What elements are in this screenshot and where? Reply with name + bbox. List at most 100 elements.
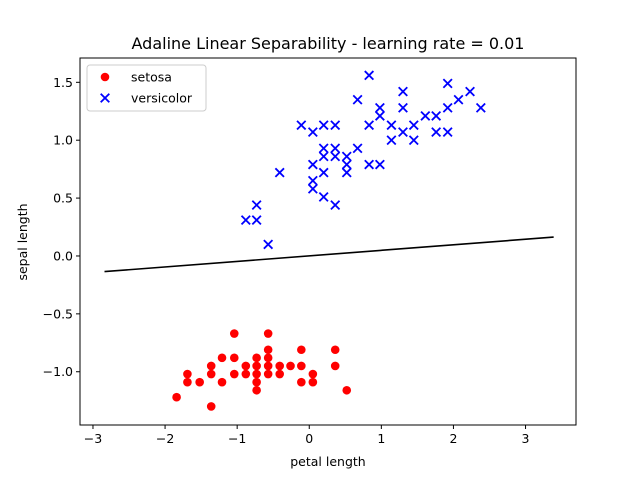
plot-area xyxy=(104,70,554,411)
versicolor-point-stroke xyxy=(386,120,397,131)
setosa-point xyxy=(330,345,340,355)
versicolor-point-stroke xyxy=(330,120,341,131)
x-tick-label: 1 xyxy=(377,431,385,446)
versicolor-point xyxy=(364,159,375,170)
setosa-point xyxy=(308,377,318,387)
legend-marker xyxy=(100,93,110,103)
versicolor-point xyxy=(431,127,442,138)
versicolor-point xyxy=(420,110,431,121)
setosa-point xyxy=(263,353,273,363)
versicolor-point-stroke xyxy=(352,143,363,154)
versicolor-point xyxy=(318,120,329,131)
versicolor-point-stroke xyxy=(240,215,251,226)
versicolor-point xyxy=(330,151,341,162)
versicolor-point xyxy=(352,94,363,105)
y-tick-label: 0.5 xyxy=(53,191,73,206)
setosa-point xyxy=(275,361,284,371)
setosa-point xyxy=(206,361,216,371)
setosa-point xyxy=(263,361,273,371)
setosa-point xyxy=(195,377,204,387)
versicolor-point-stroke xyxy=(307,159,318,170)
versicolor-point xyxy=(274,167,285,178)
legend-item-versicolor: versicolor xyxy=(100,91,193,106)
versicolor-point xyxy=(330,120,341,131)
versicolor-point-stroke xyxy=(318,120,329,131)
versicolor-point xyxy=(307,183,318,194)
setosa-point xyxy=(229,369,239,379)
versicolor-point xyxy=(398,102,408,113)
x-tick-label: −2 xyxy=(156,431,174,446)
versicolor-point-stroke xyxy=(318,191,329,202)
versicolor-point-stroke xyxy=(251,215,262,226)
versicolor-point xyxy=(386,120,397,131)
setosa-point xyxy=(241,369,251,379)
setosa-point xyxy=(275,369,284,379)
setosa-point xyxy=(252,361,261,371)
setosa-point xyxy=(252,385,261,395)
versicolor-point xyxy=(475,102,486,113)
x-axis-label: petal length xyxy=(290,454,365,469)
versicolor-point-stroke xyxy=(364,70,375,81)
versicolor-point-stroke xyxy=(307,127,318,138)
versicolor-point xyxy=(374,102,385,113)
setosa-point xyxy=(342,385,352,395)
versicolor-point-stroke xyxy=(475,102,486,113)
versicolor-point xyxy=(318,151,329,162)
versicolor-point-stroke xyxy=(374,102,385,113)
versicolor-point xyxy=(398,86,408,97)
y-tick-label: −1.0 xyxy=(43,364,73,379)
versicolor-point xyxy=(352,143,363,154)
legend: setosa versicolor xyxy=(86,64,207,112)
versicolor-point xyxy=(307,127,318,138)
legend-marker xyxy=(100,72,110,82)
x-tick-label: 3 xyxy=(522,431,530,446)
setosa-point xyxy=(183,377,192,387)
legend-label: versicolor xyxy=(131,91,193,106)
versicolor-point-stroke xyxy=(398,86,408,97)
axes: −3 −2 −1 0 1 2 3 −1.0 −0.5 0.0 0.5 1.0 1.5 xyxy=(43,57,577,446)
versicolor-point-stroke xyxy=(364,120,375,131)
y-tick-label: −0.5 xyxy=(43,306,73,321)
versicolor-point xyxy=(341,151,352,162)
versicolor-point-stroke xyxy=(442,78,453,89)
y-axis-label: sepal length xyxy=(15,203,30,280)
setosa-point xyxy=(297,361,306,371)
versicolor-point-stroke xyxy=(352,94,363,105)
setosa-point xyxy=(241,361,251,371)
y-tick-label: 1.0 xyxy=(53,133,73,148)
versicolor-point xyxy=(408,135,419,146)
setosa-point xyxy=(252,377,261,387)
versicolor-point-stroke xyxy=(374,110,385,121)
versicolor-point xyxy=(296,120,307,131)
versicolor-point xyxy=(330,143,341,154)
versicolor-point xyxy=(318,143,329,154)
setosa-point xyxy=(217,377,227,387)
versicolor-point-stroke xyxy=(251,200,262,210)
setosa-point xyxy=(252,353,261,363)
versicolor-point-stroke xyxy=(318,167,329,178)
x-tick-label: 2 xyxy=(449,431,457,446)
versicolor-point-stroke xyxy=(318,143,329,154)
setosa-point xyxy=(263,329,273,338)
versicolor-point-stroke xyxy=(398,102,408,113)
setosa-point xyxy=(217,353,227,363)
versicolor-point xyxy=(307,175,318,186)
versicolor-point xyxy=(251,215,262,226)
setosa-point xyxy=(263,345,273,355)
versicolor-point xyxy=(318,191,329,202)
versicolor-point xyxy=(374,159,385,170)
versicolor-point xyxy=(431,110,442,121)
versicolor-point-stroke xyxy=(364,159,375,170)
setosa-point xyxy=(206,402,216,411)
setosa-point xyxy=(263,369,273,379)
versicolor-point-stroke xyxy=(274,167,285,178)
setosa-point xyxy=(297,377,306,387)
versicolor-point xyxy=(318,167,329,178)
versicolor-point xyxy=(398,127,408,138)
versicolor-point-stroke xyxy=(341,159,352,170)
setosa-point xyxy=(183,369,192,379)
versicolor-point-stroke xyxy=(374,159,385,170)
versicolor-point-stroke xyxy=(296,120,307,131)
versicolor-point xyxy=(307,159,318,170)
series-versicolor xyxy=(240,70,486,250)
